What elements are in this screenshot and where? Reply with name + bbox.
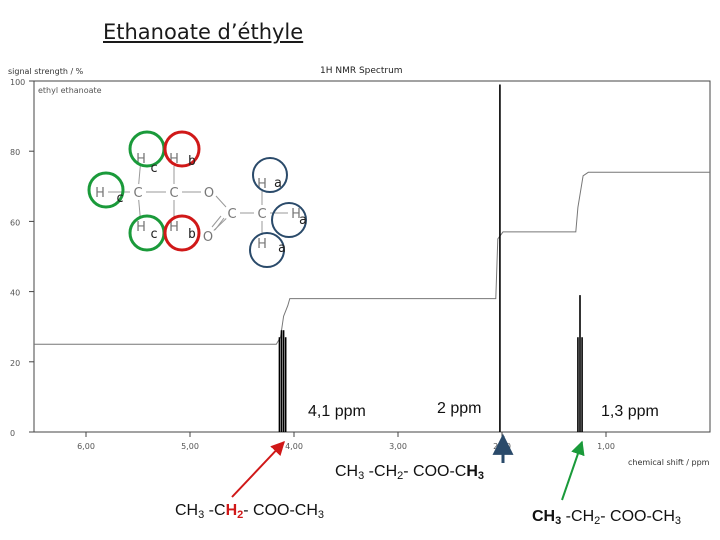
atom-H: H [136, 220, 146, 235]
y-tick-label: 40 [10, 289, 20, 298]
bond [214, 217, 225, 231]
proton-ring-b [163, 214, 201, 252]
formula-ch3-ethyl: CH3 -CH2- COO-CH3 [532, 508, 682, 527]
y-tick-label: 0 [10, 429, 15, 438]
proton-ring-a [252, 157, 288, 193]
proton-ring-a [271, 202, 307, 238]
y-tick-label: 100 [10, 78, 25, 87]
y-tick-label: 20 [10, 359, 20, 368]
proton-ring-c [87, 171, 125, 209]
atom-H: H [136, 152, 146, 167]
y-tick-label: 80 [10, 148, 20, 157]
proton-ring-a [249, 232, 285, 268]
proton-label-c: c [150, 161, 158, 176]
atom-C: C [227, 207, 236, 222]
peak-label-4-1: 4,1 ppm [308, 403, 366, 420]
proton-label-b: b [188, 154, 196, 169]
annotation-arrows [231, 433, 585, 501]
proton-label-c: c [116, 191, 124, 206]
arrow-ch3-ethyl [561, 440, 585, 501]
proton-label-a: a [278, 241, 286, 256]
atom-O: O [203, 230, 213, 245]
proton-label-a: a [299, 213, 307, 228]
bond [138, 199, 141, 219]
peak-label-1-3: 1,3 ppm [601, 403, 659, 420]
proton-ring-c [128, 130, 166, 168]
chart-axes: 0204060801006,005,004,003,002,001,00sign… [8, 66, 711, 467]
atom-C: C [257, 207, 266, 222]
legend-entry: ethyl ethanoate [38, 86, 102, 95]
atom-H: H [95, 186, 105, 201]
proton-label-b: b [188, 227, 196, 242]
atom-H: H [169, 220, 179, 235]
x-tick-label: 4,00 [285, 442, 303, 451]
x-tick-label: 6,00 [77, 442, 95, 451]
bond [211, 215, 222, 228]
arrow-ch2 [231, 440, 285, 498]
proton-label-c: c [150, 227, 158, 242]
x-axis-label: chemical shift / ppm [628, 458, 710, 467]
proton-ring-b [163, 130, 201, 168]
formula-ch3-ester: CH3 -CH2- COO-CH3 [335, 463, 485, 482]
atom-H: H [257, 237, 267, 252]
chart-traces [34, 84, 710, 432]
atom-C: C [133, 186, 142, 201]
atom-O: O [204, 186, 214, 201]
plot-frame [33, 80, 711, 433]
proton-label-a: a [274, 176, 282, 191]
y-tick-label: 60 [10, 218, 20, 227]
atom-H: H [169, 152, 179, 167]
x-tick-label: 3,00 [389, 442, 407, 451]
x-tick-label: 5,00 [181, 442, 199, 451]
chart-title: 1H NMR Spectrum [320, 66, 403, 76]
x-tick-label: 1,00 [597, 442, 615, 451]
slide-title: Ethanoate d’éthyle [103, 20, 304, 44]
bond [215, 195, 227, 208]
peak-label-2: 2 ppm [437, 400, 482, 417]
y-axis-label: signal strength / % [8, 67, 84, 76]
atom-H: H [257, 177, 267, 192]
formula-ch2: CH3 -CH2- COO-CH3 [175, 502, 325, 521]
atom-C: C [169, 186, 178, 201]
atom-H: H [291, 207, 301, 222]
bond [138, 165, 141, 185]
proton-ring-c [128, 214, 166, 252]
